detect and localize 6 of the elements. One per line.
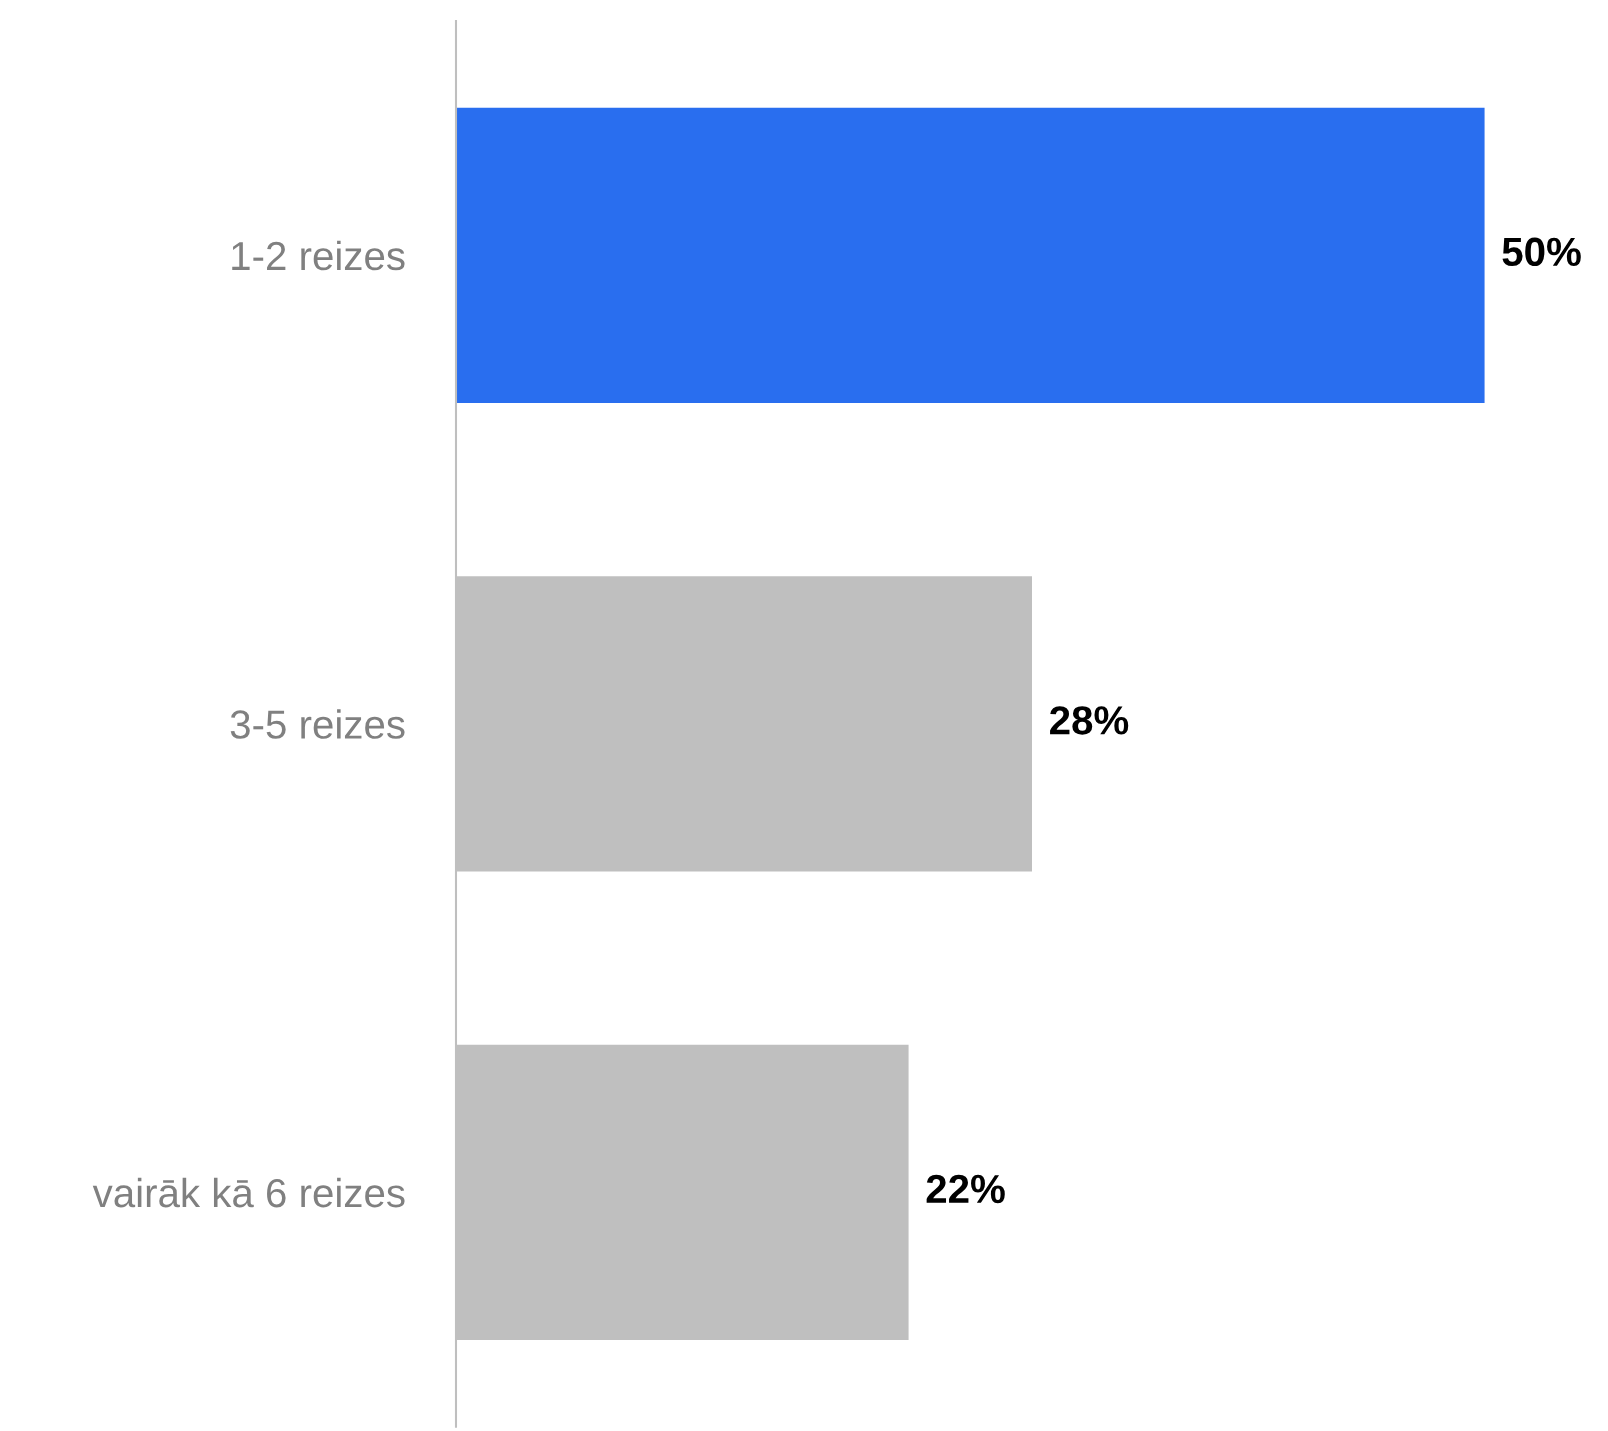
data-label: 22%	[926, 1174, 1005, 1204]
y-tick-label: 3-5 reizes	[230, 709, 405, 739]
y-tick-label: 1-2 reizes	[232, 240, 405, 271]
y-tick-label: vairāk kā 6 reizes	[92, 1177, 405, 1208]
data-label: 28%	[1050, 706, 1129, 735]
data-label: 50%	[1502, 237, 1581, 267]
